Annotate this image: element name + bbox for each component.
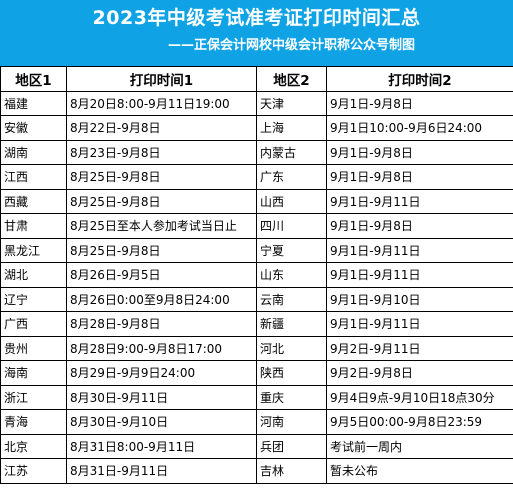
page-title: 2023年中级考试准考证打印时间汇总 [92, 7, 421, 29]
table-row: 广西 8月28日-9月8日 新疆 9月1日-9月11日 [0, 311, 513, 337]
table-row: 湖南 8月23日-9月8日 内蒙古 9月1日-9月8日 [0, 139, 513, 165]
region-2-cell: 四川 [256, 213, 327, 239]
region-1-cell: 北京 [0, 433, 67, 459]
print-time-1-cell: 8月22日-9月8日 [66, 115, 257, 141]
region-2-cell: 云南 [256, 286, 327, 312]
region-1-cell: 黑龙江 [0, 237, 67, 263]
print-time-table: 地区1 打印时间1 地区2 打印时间2 福建 8月20日8:00-9月11日19:… [0, 66, 513, 484]
print-time-1-cell: 8月30日-9月10日 [66, 409, 257, 435]
print-time-2-cell: 考试前一周内 [326, 433, 513, 459]
table-row: 福建 8月20日8:00-9月11日19:00 天津 9月1日-9月8日 [0, 90, 513, 116]
table-body: 福建 8月20日8:00-9月11日19:00 天津 9月1日-9月8日 安徽 8月22日… [0, 90, 513, 484]
column-header-print-time-2: 打印时间2 [326, 66, 513, 92]
table-row: 安徽 8月22日-9月8日 上海 9月1日10:00-9月6日24:00 [0, 115, 513, 141]
table-row: 甘肃 8月25日至本人参加考试当日止 四川 9月1日-9月8日 [0, 213, 513, 239]
region-1-cell: 湖南 [0, 139, 67, 165]
print-time-1-cell: 8月30日-9月11日 [66, 384, 257, 410]
print-time-2-cell: 9月4日9点-9月10日18点30分 [326, 384, 513, 410]
print-time-2-cell: 9月1日-9月11日 [326, 311, 513, 337]
region-2-cell: 陕西 [256, 360, 327, 386]
print-time-2-cell: 9月2日-9月8日 [326, 360, 513, 386]
print-time-2-cell: 9月1日-9月11日 [326, 237, 513, 263]
region-1-cell: 浙江 [0, 384, 67, 410]
column-header-print-time-1: 打印时间1 [66, 66, 257, 92]
table-row: 浙江 8月30日-9月11日 重庆 9月4日9点-9月10日18点30分 [0, 384, 513, 410]
region-1-cell: 甘肃 [0, 213, 67, 239]
region-1-cell: 江苏 [0, 458, 67, 484]
region-1-cell: 青海 [0, 409, 67, 435]
region-2-cell: 内蒙古 [256, 139, 327, 165]
print-time-2-cell: 9月1日-9月10日 [326, 286, 513, 312]
region-1-cell: 辽宁 [0, 286, 67, 312]
print-time-2-cell: 9月1日-9月11日 [326, 262, 513, 288]
region-2-cell: 天津 [256, 90, 327, 116]
print-time-2-cell: 9月5日00:00-9月8日23:59 [326, 409, 513, 435]
print-time-2-cell: 9月2日-9月11日 [326, 335, 513, 361]
print-time-2-cell: 9月1日-9月8日 [326, 164, 513, 190]
region-2-cell: 广东 [256, 164, 327, 190]
print-time-1-cell: 8月26日-9月5日 [66, 262, 257, 288]
print-time-1-cell: 8月25日-9月8日 [66, 164, 257, 190]
region-2-cell: 山东 [256, 262, 327, 288]
print-time-1-cell: 8月25日-9月8日 [66, 237, 257, 263]
table-row: 西藏 8月25日-9月8日 山西 9月1日-9月11日 [0, 188, 513, 214]
print-time-1-cell: 8月25日至本人参加考试当日止 [66, 213, 257, 239]
print-time-1-cell: 8月28日-9月8日 [66, 311, 257, 337]
table-row: 辽宁 8月26日0:00至9月8日24:00 云南 9月1日-9月10日 [0, 286, 513, 312]
table-row: 江苏 8月31日-9月11日 吉林 暂未公布 [0, 458, 513, 484]
region-2-cell: 河南 [256, 409, 327, 435]
region-2-cell: 山西 [256, 188, 327, 214]
print-time-1-cell: 8月23日-9月8日 [66, 139, 257, 165]
region-1-cell: 湖北 [0, 262, 67, 288]
region-2-cell: 河北 [256, 335, 327, 361]
table-row: 海南 8月29日-9月9日24:00 陕西 9月2日-9月8日 [0, 360, 513, 386]
print-time-1-cell: 8月26日0:00至9月8日24:00 [66, 286, 257, 312]
print-time-2-cell: 9月1日10:00-9月6日24:00 [326, 115, 513, 141]
region-1-cell: 西藏 [0, 188, 67, 214]
region-1-cell: 贵州 [0, 335, 67, 361]
region-1-cell: 海南 [0, 360, 67, 386]
region-1-cell: 安徽 [0, 115, 67, 141]
print-time-2-cell: 9月1日-9月8日 [326, 139, 513, 165]
region-1-cell: 广西 [0, 311, 67, 337]
print-time-1-cell: 8月25日-9月8日 [66, 188, 257, 214]
print-time-1-cell: 8月20日8:00-9月11日19:00 [66, 90, 257, 116]
table-row: 湖北 8月26日-9月5日 山东 9月1日-9月11日 [0, 262, 513, 288]
print-time-2-cell: 暂未公布 [326, 458, 513, 484]
table-row: 黑龙江 8月25日-9月8日 宁夏 9月1日-9月11日 [0, 237, 513, 263]
table-row: 江西 8月25日-9月8日 广东 9月1日-9月8日 [0, 164, 513, 190]
print-time-1-cell: 8月31日-9月11日 [66, 458, 257, 484]
table-row: 北京 8月31日8:00-9月11日 兵团 考试前一周内 [0, 433, 513, 459]
region-1-cell: 江西 [0, 164, 67, 190]
column-header-region-2: 地区2 [256, 66, 327, 92]
region-2-cell: 新疆 [256, 311, 327, 337]
region-2-cell: 重庆 [256, 384, 327, 410]
print-time-1-cell: 8月28日9:00-9月8日17:00 [66, 335, 257, 361]
region-2-cell: 宁夏 [256, 237, 327, 263]
page-subtitle: ——正保会计网校中级会计职称公众号制图 [167, 38, 415, 53]
title-banner: 2023年中级考试准考证打印时间汇总 ——正保会计网校中级会计职称公众号制图 [0, 0, 513, 66]
table-row: 青海 8月30日-9月10日 河南 9月5日00:00-9月8日23:59 [0, 409, 513, 435]
print-time-2-cell: 9月1日-9月11日 [326, 188, 513, 214]
region-2-cell: 兵团 [256, 433, 327, 459]
print-time-2-cell: 9月1日-9月8日 [326, 213, 513, 239]
region-2-cell: 吉林 [256, 458, 327, 484]
print-time-2-cell: 9月1日-9月8日 [326, 90, 513, 116]
region-1-cell: 福建 [0, 90, 67, 116]
print-time-1-cell: 8月31日8:00-9月11日 [66, 433, 257, 459]
table-header-row: 地区1 打印时间1 地区2 打印时间2 [0, 66, 513, 92]
print-time-1-cell: 8月29日-9月9日24:00 [66, 360, 257, 386]
column-header-region-1: 地区1 [0, 66, 67, 92]
region-2-cell: 上海 [256, 115, 327, 141]
table-row: 贵州 8月28日9:00-9月8日17:00 河北 9月2日-9月11日 [0, 335, 513, 361]
